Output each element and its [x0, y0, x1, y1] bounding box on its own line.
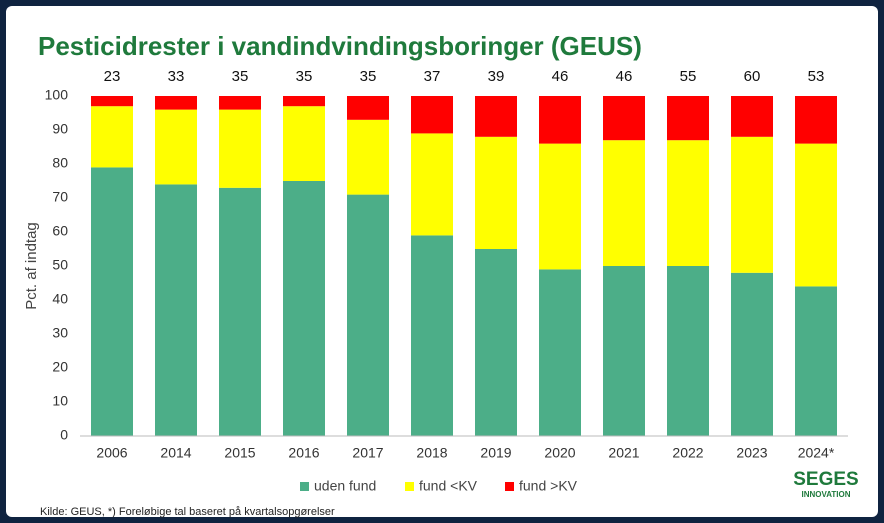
bar-segment: [795, 143, 837, 287]
bar-segment: [91, 167, 133, 436]
bar-segment: [155, 96, 197, 110]
bar-segment: [347, 194, 389, 436]
bar-segment: [155, 109, 197, 185]
x-tick-label: 2018: [416, 445, 447, 461]
x-tick-label: 2014: [160, 445, 191, 461]
bar-segment: [347, 96, 389, 120]
bar-segment: [411, 235, 453, 436]
y-tick-label: 30: [52, 325, 68, 341]
bar-segment: [475, 249, 517, 436]
bar-segment: [539, 269, 581, 436]
bar-segment: [283, 96, 325, 107]
bar-label: 35: [232, 68, 249, 85]
bar-label: 53: [808, 68, 825, 85]
bar-segment: [219, 109, 261, 188]
bar-segment: [795, 286, 837, 436]
bar-segment: [603, 140, 645, 266]
bar-label: 46: [552, 68, 569, 85]
y-tick-label: 20: [52, 359, 68, 375]
legend-swatch: [505, 482, 514, 491]
bar-label: 39: [488, 68, 505, 85]
x-tick-label: 2023: [736, 445, 767, 461]
bar-label: 23: [104, 68, 121, 85]
bar-segment: [91, 106, 133, 168]
bar-label: 37: [424, 68, 441, 85]
bar-segment: [795, 96, 837, 144]
bar-segment: [347, 119, 389, 195]
x-tick-label: 2017: [352, 445, 383, 461]
bar-label: 35: [296, 68, 313, 85]
legend-label: fund >KV: [519, 478, 578, 494]
x-tick-label: 2015: [224, 445, 255, 461]
bar-segment: [539, 143, 581, 270]
y-tick-label: 50: [52, 257, 68, 273]
bar-label: 46: [616, 68, 633, 85]
logo-subtitle: INNOVATION: [801, 490, 850, 499]
bar-segment: [91, 96, 133, 107]
bar-label: 33: [168, 68, 185, 85]
bar-segment: [155, 184, 197, 436]
legend-label: fund <KV: [419, 478, 478, 494]
bar-label: 35: [360, 68, 377, 85]
source: Kilde: GEUS, *) Foreløbige tal baseret p…: [40, 506, 335, 518]
y-tick-label: 70: [52, 189, 68, 205]
x-tick-label: 2020: [544, 445, 575, 461]
y-axis-label: Pct. af indtag: [23, 222, 40, 310]
bar-segment: [539, 96, 581, 144]
y-tick-label: 90: [52, 121, 68, 137]
y-tick-label: 80: [52, 155, 68, 171]
logo: SEGES: [793, 469, 858, 490]
y-tick-label: 100: [45, 87, 69, 103]
y-tick-label: 10: [52, 393, 68, 409]
bar-segment: [667, 140, 709, 266]
bar-label: 55: [680, 68, 697, 85]
bar-segment: [731, 136, 773, 273]
bar-segment: [283, 181, 325, 436]
bar-segment: [731, 96, 773, 137]
x-tick-label: 2022: [672, 445, 703, 461]
y-tick-label: 60: [52, 223, 68, 239]
legend-swatch: [405, 482, 414, 491]
bar-segment: [475, 136, 517, 249]
y-tick-label: 0: [60, 427, 68, 443]
x-tick-label: 2016: [288, 445, 319, 461]
bar-segment: [283, 106, 325, 181]
x-tick-label: 2021: [608, 445, 639, 461]
bar-segment: [731, 272, 773, 436]
bar-segment: [411, 133, 453, 236]
bar-segment: [603, 96, 645, 141]
bar-segment: [603, 266, 645, 436]
chart-title: Pesticidrester i vandindvindingsboringer…: [38, 31, 642, 61]
bar-segment: [411, 96, 453, 134]
legend-label: uden fund: [314, 478, 376, 494]
bar-segment: [219, 187, 261, 436]
x-tick-label: 2019: [480, 445, 511, 461]
bar-label: 60: [744, 68, 761, 85]
y-tick-label: 40: [52, 291, 68, 307]
bar-segment: [219, 96, 261, 110]
bar-segment: [475, 96, 517, 137]
bar-segment: [667, 96, 709, 141]
x-tick-label: 2024*: [798, 445, 835, 461]
bar-segment: [667, 266, 709, 436]
legend-swatch: [300, 482, 309, 491]
x-tick-label: 2006: [96, 445, 127, 461]
